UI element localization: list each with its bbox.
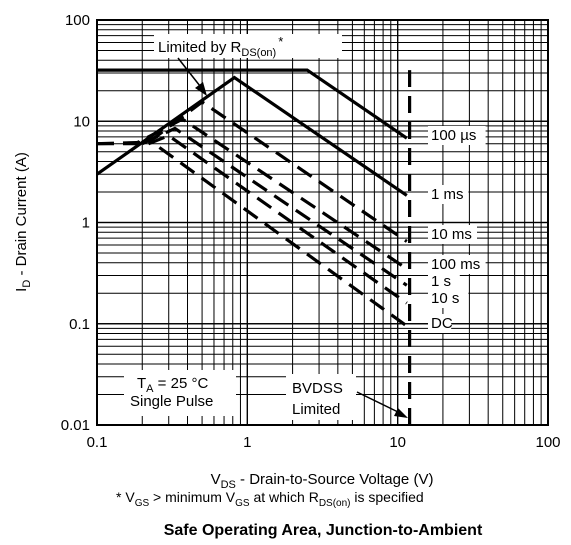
- curve-label: 100 µs: [431, 127, 476, 144]
- curve-label: 10 ms: [431, 226, 472, 243]
- ta-annotation: TA = 25 °C: [137, 375, 208, 395]
- curve-label-bg: [428, 255, 486, 274]
- rds-arrow-line: [177, 57, 201, 87]
- x-tick-label: 0.1: [87, 434, 108, 451]
- curve-label-bg: [428, 225, 477, 244]
- soa-curve-1: [97, 68, 408, 140]
- soa-curve-3: [96, 100, 408, 243]
- curve-label: 10 s: [431, 290, 459, 307]
- chart-title: Safe Operating Area, Junction-to-Ambient: [164, 522, 483, 539]
- curves: [96, 68, 412, 425]
- y-tick-label: 100: [65, 12, 90, 29]
- bvdss-annotation-bg: [286, 374, 356, 420]
- y-axis-label: ID - Drain Current (A): [13, 152, 33, 292]
- soa-curve-4: [97, 117, 408, 271]
- curve-label-bg: [428, 289, 469, 308]
- y-tick-label: 1: [82, 215, 90, 232]
- curve-label: 100 ms: [431, 256, 480, 273]
- curve-labels: 100 µs 1 ms 10 ms 100 ms1 s10 s DC: [428, 126, 486, 333]
- plot-frame: [96, 19, 549, 426]
- bvdss-annotation-line1: BVDSS: [292, 380, 343, 397]
- bvdss-annotation-line2: Limited: [292, 401, 340, 418]
- curve-label: 1 ms: [431, 186, 464, 203]
- x-tick-label: 100: [535, 434, 560, 451]
- y-tick-label: 0.1: [69, 316, 90, 333]
- curve-label-bg: [428, 272, 460, 291]
- rds-annotation-bg: [154, 34, 342, 58]
- curve-label-bg: [428, 314, 452, 333]
- x-tick-label: 10: [389, 434, 406, 451]
- curve-label-bg: [428, 185, 469, 204]
- footnote: * VGS > minimum VGS at which RDS(on) is …: [116, 489, 424, 509]
- rds-limit-annotation: Limited by RDS(on)*: [158, 34, 283, 59]
- x-tick-label: 1: [243, 434, 251, 451]
- rds-arrow-head: [195, 82, 207, 96]
- curve-label: DC: [431, 315, 453, 332]
- x-axis-label: VDS - Drain-to-Source Voltage (V): [211, 471, 434, 491]
- bvdss-arrow-line: [356, 391, 399, 413]
- curve-label-bg: [428, 126, 486, 145]
- soa-curve-5: [141, 126, 408, 287]
- y-tick-label: 10: [73, 113, 90, 130]
- curve-label: 1 s: [431, 273, 451, 290]
- conditions-annotation-bg: [124, 370, 236, 416]
- bvdss-arrow-head: [394, 408, 408, 418]
- soa-curve-6: [147, 133, 408, 305]
- y-tick-label: 0.01: [61, 417, 90, 434]
- single-pulse-annotation: Single Pulse: [130, 393, 213, 410]
